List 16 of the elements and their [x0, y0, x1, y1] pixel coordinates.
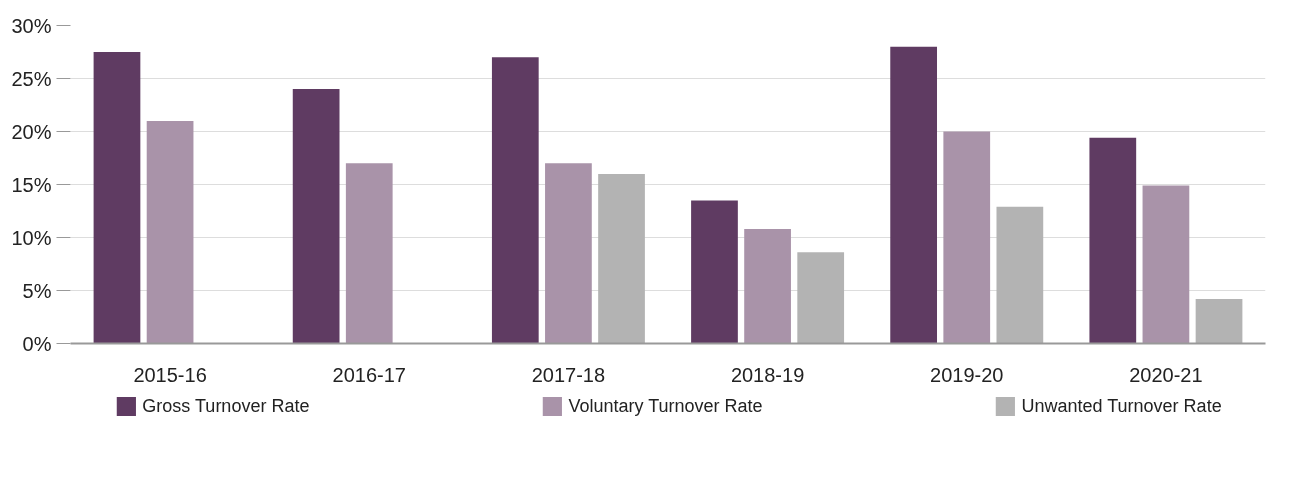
legend-label: Unwanted Turnover Rate [1021, 395, 1222, 417]
x-tick-label: 2018-19 [730, 363, 805, 386]
legend-label: Gross Turnover Rate [142, 395, 310, 417]
x-tick-label: 2016-17 [332, 363, 406, 386]
y-tick-label: 20% [11, 120, 52, 143]
y-tick-label: 10% [11, 226, 52, 249]
x-tick-label: 2019-20 [930, 363, 1004, 386]
y-tick-label: 5% [22, 279, 52, 302]
x-tick-label: 2020-21 [1129, 363, 1203, 386]
y-tick-label: 0% [22, 332, 52, 355]
x-tick-label: 2017-18 [531, 363, 606, 386]
legend-label: Voluntary Turnover Rate [568, 395, 763, 417]
y-tick-label: 30% [11, 14, 52, 37]
y-tick-label: 15% [11, 173, 52, 196]
x-tick-label: 2015-16 [133, 363, 207, 386]
y-tick-label: 25% [11, 67, 52, 90]
